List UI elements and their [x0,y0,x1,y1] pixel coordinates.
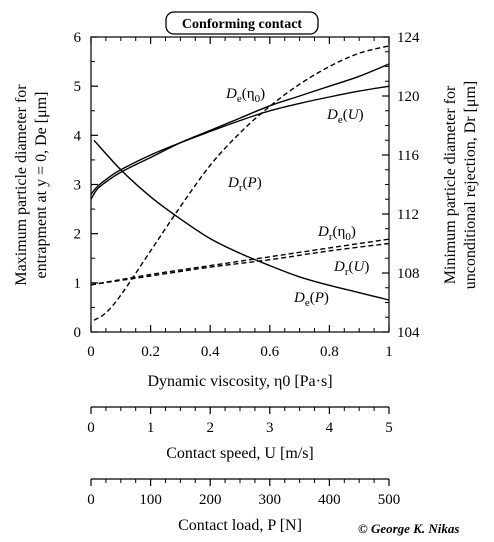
bottom3-tick-label: 200 [199,492,222,508]
left-tick-label: 1 [74,276,82,292]
series-line-2 [93,139,390,301]
bottom3-tick-label: 300 [259,492,282,508]
bottom3-tick-label: 500 [378,492,401,508]
bottom3-tick-label: 0 [87,492,95,508]
right-tick-label: 104 [397,325,420,341]
right-tick-label: 120 [397,89,420,105]
bottom3-tick-label: 400 [318,492,341,508]
series-layer [90,45,390,321]
bottom-axis3-label: Contact load, P [N] [178,517,302,534]
bottom1-tick-label: 1 [385,344,393,360]
series-line-0 [90,63,390,200]
bottom-axis1-label: Dynamic viscosity, η0 [Pa·s] [147,373,332,390]
bottom1-tick-label: 0.4 [201,344,220,360]
bottom2-tick-label: 0 [87,420,95,436]
series-line-1 [90,85,390,195]
chart-title-box [165,11,319,35]
left-tick-label: 0 [74,325,82,341]
left-tick-label: 6 [74,30,82,46]
right-tick-label: 108 [397,266,420,282]
curve-label: De(U) [326,107,364,126]
bottom1-tick-label: 0.2 [141,344,160,360]
bottom2-tick-label: 4 [326,420,334,436]
left-tick-label: 2 [74,227,82,243]
bottom1-tick-label: 0.8 [320,344,339,360]
left-axis-label-line2: entrapment at y = 0, De [μm] [33,92,50,279]
curve-label: Dr(η0) [317,224,356,243]
curve-label: Dr(U) [333,259,369,278]
right-axis-label-line2: unconditional rejection, Dr [μm] [462,81,479,290]
right-tick-label: 124 [397,30,420,46]
copyright-text: © George K. Nikas [358,521,459,536]
bottom2-tick-label: 1 [147,420,155,436]
left-tick-label: 4 [74,128,82,144]
bottom2-tick-label: 3 [266,420,274,436]
curve-labels: De(η0) De(U) Dr(P) Dr(η0) Dr(U)De(P) [225,86,369,309]
curve-label: Dr(P) [227,175,262,194]
bottom1-tick-label: 0 [87,344,95,360]
curve-label: De(η0) [225,86,265,105]
right-tick-label: 116 [397,148,419,164]
bottom-axis2-label: Contact speed, U [m/s] [166,445,314,462]
left-tick-label: 5 [74,79,82,95]
right-axis-label-line1: Minimum particle diameter for [442,85,459,284]
bottom2-tick-label: 2 [206,420,214,436]
series-line-3 [93,45,390,321]
chart-title: Conforming contact [182,17,302,32]
left-tick-label: 3 [74,178,82,194]
left-axis-label-line1: Maximum particle diameter for [13,84,30,286]
bottom2-tick-label: 5 [385,420,393,436]
curve-label: De(P) [293,290,329,309]
bottom1-tick-label: 0.6 [260,344,279,360]
right-tick-label: 112 [397,207,419,223]
bottom3-tick-label: 100 [139,492,162,508]
